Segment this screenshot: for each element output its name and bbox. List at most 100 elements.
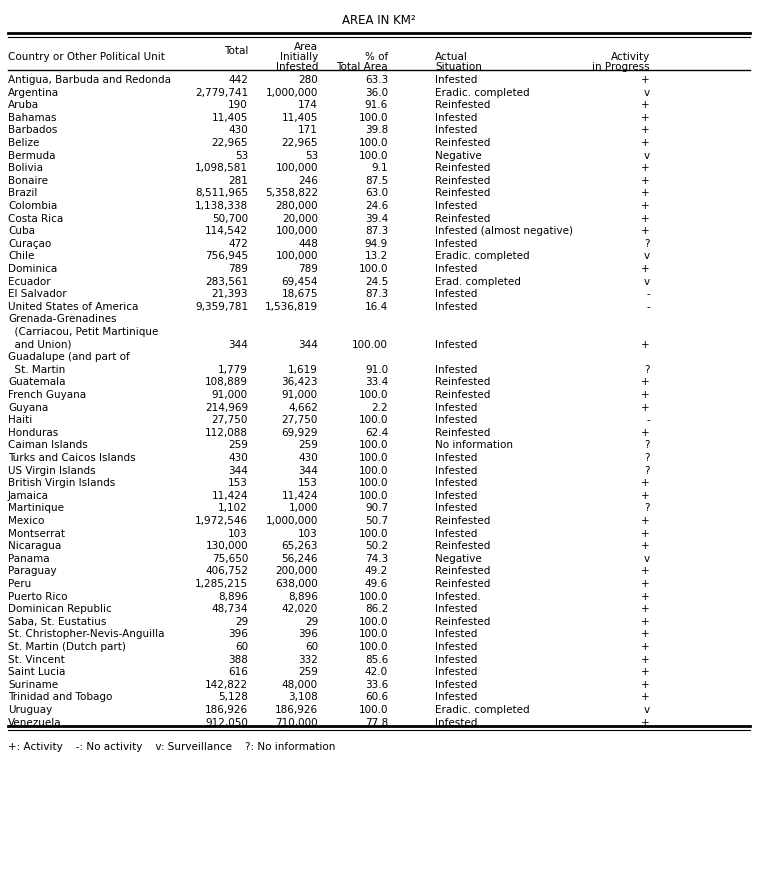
Text: +: + xyxy=(641,717,650,728)
Text: +: + xyxy=(641,428,650,438)
Text: 69,454: 69,454 xyxy=(281,277,318,287)
Text: 430: 430 xyxy=(228,453,248,463)
Text: Suriname: Suriname xyxy=(8,680,58,690)
Text: 94.9: 94.9 xyxy=(365,239,388,249)
Text: Reinfested: Reinfested xyxy=(435,163,490,174)
Text: 62.4: 62.4 xyxy=(365,428,388,438)
Text: 11,405: 11,405 xyxy=(211,113,248,123)
Text: +: + xyxy=(641,629,650,639)
Text: 200,000: 200,000 xyxy=(275,566,318,577)
Text: 33.6: 33.6 xyxy=(365,680,388,690)
Text: 214,969: 214,969 xyxy=(205,402,248,413)
Text: Bahamas: Bahamas xyxy=(8,113,57,123)
Text: 74.3: 74.3 xyxy=(365,554,388,563)
Text: Honduras: Honduras xyxy=(8,428,58,438)
Text: Panama: Panama xyxy=(8,554,49,563)
Text: Reinfested: Reinfested xyxy=(435,541,490,551)
Text: Infested: Infested xyxy=(435,340,478,350)
Text: 49.6: 49.6 xyxy=(365,579,388,589)
Text: 1,779: 1,779 xyxy=(218,365,248,375)
Text: 100.0: 100.0 xyxy=(359,617,388,627)
Text: +: + xyxy=(641,264,650,274)
Text: 153: 153 xyxy=(228,478,248,489)
Text: 18,675: 18,675 xyxy=(281,289,318,299)
Text: -: - xyxy=(647,416,650,425)
Text: 4,662: 4,662 xyxy=(288,402,318,413)
Text: Negative: Negative xyxy=(435,150,482,160)
Text: Reinfested: Reinfested xyxy=(435,579,490,589)
Text: 1,000,000: 1,000,000 xyxy=(265,87,318,98)
Text: 1,972,546: 1,972,546 xyxy=(195,516,248,526)
Text: 142,822: 142,822 xyxy=(205,680,248,690)
Text: +: + xyxy=(641,516,650,526)
Text: 5,128: 5,128 xyxy=(218,692,248,702)
Text: +: + xyxy=(641,617,650,627)
Text: 91,000: 91,000 xyxy=(282,390,318,400)
Text: 344: 344 xyxy=(228,465,248,475)
Text: Belize: Belize xyxy=(8,138,39,148)
Text: Infested: Infested xyxy=(435,302,478,312)
Text: 1,138,338: 1,138,338 xyxy=(195,201,248,211)
Text: Trinidad and Tobago: Trinidad and Tobago xyxy=(8,692,112,702)
Text: 280: 280 xyxy=(298,75,318,85)
Text: British Virgin Islands: British Virgin Islands xyxy=(8,478,115,489)
Text: 22,965: 22,965 xyxy=(211,138,248,148)
Text: 27,750: 27,750 xyxy=(282,416,318,425)
Text: 1,536,819: 1,536,819 xyxy=(265,302,318,312)
Text: 100,000: 100,000 xyxy=(275,251,318,262)
Text: 50.2: 50.2 xyxy=(365,541,388,551)
Text: 29: 29 xyxy=(235,617,248,627)
Text: 48,734: 48,734 xyxy=(211,604,248,614)
Text: Infested: Infested xyxy=(435,402,478,413)
Text: 29: 29 xyxy=(305,617,318,627)
Text: +: + xyxy=(641,490,650,501)
Text: 100.0: 100.0 xyxy=(359,264,388,274)
Text: Infested: Infested xyxy=(435,125,478,135)
Text: 100.0: 100.0 xyxy=(359,138,388,148)
Text: 430: 430 xyxy=(228,125,248,135)
Text: Eradic. completed: Eradic. completed xyxy=(435,87,530,98)
Text: Grenada-Grenadines: Grenada-Grenadines xyxy=(8,314,117,324)
Text: +: + xyxy=(641,642,650,652)
Text: Saba, St. Eustatius: Saba, St. Eustatius xyxy=(8,617,106,627)
Text: Infested: Infested xyxy=(435,504,478,514)
Text: Aruba: Aruba xyxy=(8,101,39,110)
Text: 332: 332 xyxy=(298,655,318,665)
Text: Infested: Infested xyxy=(435,529,478,538)
Text: 100,000: 100,000 xyxy=(275,226,318,236)
Text: 103: 103 xyxy=(228,529,248,538)
Text: ?: ? xyxy=(644,441,650,450)
Text: 20,000: 20,000 xyxy=(282,214,318,223)
Text: Bermuda: Bermuda xyxy=(8,150,55,160)
Text: 42.0: 42.0 xyxy=(365,668,388,677)
Text: Costa Rica: Costa Rica xyxy=(8,214,63,223)
Text: +: + xyxy=(641,478,650,489)
Text: 9.1: 9.1 xyxy=(371,163,388,174)
Text: 281: 281 xyxy=(228,176,248,186)
Text: 174: 174 xyxy=(298,101,318,110)
Text: 710,000: 710,000 xyxy=(275,717,318,728)
Text: 36.0: 36.0 xyxy=(365,87,388,98)
Text: 112,088: 112,088 xyxy=(205,428,248,438)
Text: 33.4: 33.4 xyxy=(365,377,388,387)
Text: Infested: Infested xyxy=(435,75,478,85)
Text: 8,896: 8,896 xyxy=(288,592,318,602)
Text: 48,000: 48,000 xyxy=(282,680,318,690)
Text: 100.0: 100.0 xyxy=(359,592,388,602)
Text: 91.0: 91.0 xyxy=(365,365,388,375)
Text: ?: ? xyxy=(644,453,650,463)
Text: Activity: Activity xyxy=(611,52,650,62)
Text: v: v xyxy=(644,150,650,160)
Text: 100.0: 100.0 xyxy=(359,416,388,425)
Text: Guadalupe (and part of: Guadalupe (and part of xyxy=(8,352,130,362)
Text: 24.5: 24.5 xyxy=(365,277,388,287)
Text: Reinfested: Reinfested xyxy=(435,566,490,577)
Text: Infested: Infested xyxy=(435,113,478,123)
Text: 100.0: 100.0 xyxy=(359,642,388,652)
Text: Country or Other Political Unit: Country or Other Political Unit xyxy=(8,52,165,62)
Text: 283,561: 283,561 xyxy=(205,277,248,287)
Text: 1,000: 1,000 xyxy=(289,504,318,514)
Text: 100.00: 100.00 xyxy=(352,340,388,350)
Text: 39.8: 39.8 xyxy=(365,125,388,135)
Text: Reinfested: Reinfested xyxy=(435,138,490,148)
